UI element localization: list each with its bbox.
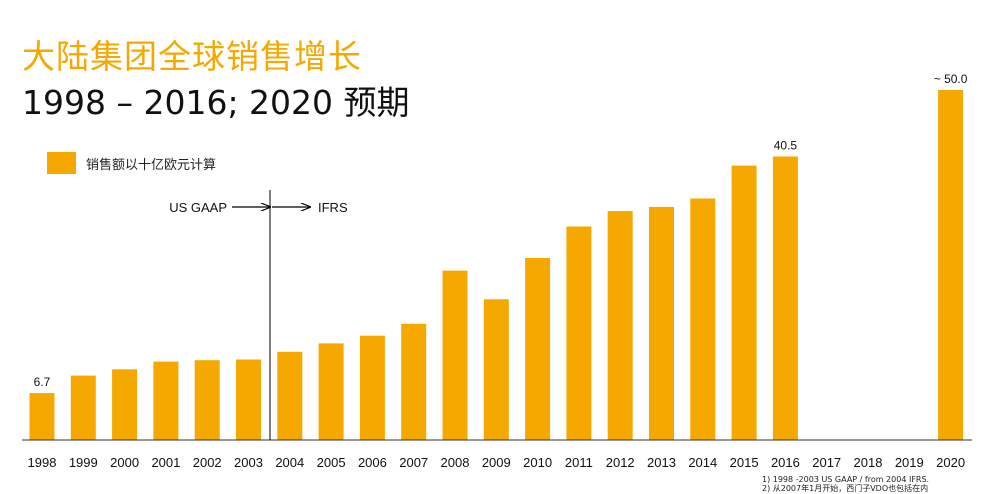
x-tick-2007: 2007 bbox=[399, 455, 428, 470]
x-tick-2011: 2011 bbox=[565, 455, 593, 470]
x-tick-labels: 1998 1999 2000 2001 2002 2003 2004 2005 2006 2007… bbox=[28, 455, 966, 470]
footnote-1: 1) 1998 -2003 US GAAP / from 2004 IFRS. bbox=[762, 475, 930, 484]
bar-2011 bbox=[566, 226, 592, 440]
bar-2001 bbox=[153, 361, 179, 440]
x-tick-2000: 2000 bbox=[110, 455, 139, 470]
x-tick-2004: 2004 bbox=[275, 455, 304, 470]
x-tick-2013: 2013 bbox=[647, 455, 676, 470]
x-tick-2008: 2008 bbox=[441, 455, 470, 470]
footnotes: 1) 1998 -2003 US GAAP / from 2004 IFRS. … bbox=[762, 475, 929, 493]
legend-label: 销售额以十亿欧元计算 bbox=[86, 157, 217, 173]
data-labels: 6.7 40.5 ~ 50.0 bbox=[34, 72, 968, 389]
chart-subtitle: 1998 – 2016; 2020 预期 bbox=[22, 83, 410, 122]
bar-2004 bbox=[277, 351, 303, 440]
x-tick-1999: 1999 bbox=[69, 455, 98, 470]
bar-2010 bbox=[525, 258, 551, 440]
bar-2000 bbox=[112, 369, 138, 440]
x-tick-2017: 2017 bbox=[812, 455, 841, 470]
x-tick-2010: 2010 bbox=[523, 455, 552, 470]
x-tick-2005: 2005 bbox=[317, 455, 346, 470]
x-tick-2006: 2006 bbox=[358, 455, 387, 470]
data-label-2020: ~ 50.0 bbox=[934, 72, 968, 86]
bar-2002 bbox=[194, 360, 220, 440]
bar-2020 bbox=[938, 90, 964, 440]
x-tick-2020: 2020 bbox=[936, 455, 965, 470]
bar-2015 bbox=[731, 165, 757, 440]
bar-1999 bbox=[70, 375, 96, 440]
data-label-1998: 6.7 bbox=[34, 375, 51, 389]
x-tick-2003: 2003 bbox=[234, 455, 263, 470]
us-gaap-label: US GAAP bbox=[169, 200, 227, 215]
legend-swatch bbox=[47, 152, 76, 174]
x-tick-2018: 2018 bbox=[854, 455, 883, 470]
bar-2013 bbox=[649, 206, 674, 440]
chart-title: 大陆集团全球销售增长 bbox=[22, 37, 362, 76]
x-tick-2001: 2001 bbox=[151, 455, 180, 470]
bars-layer bbox=[29, 90, 964, 440]
x-tick-1998: 1998 bbox=[28, 455, 57, 470]
bar-2016 bbox=[772, 156, 798, 440]
bar-2003 bbox=[236, 359, 261, 440]
bar-2006 bbox=[359, 335, 385, 440]
bar-2009 bbox=[483, 299, 509, 440]
x-tick-2019: 2019 bbox=[895, 455, 924, 470]
footnote-2: 2) 从2007年1月开始，西门子VDO也包括在内 bbox=[762, 484, 929, 493]
x-tick-2009: 2009 bbox=[482, 455, 511, 470]
bar-2012 bbox=[607, 211, 633, 440]
bar-2005 bbox=[318, 343, 344, 440]
bar-2008 bbox=[442, 270, 468, 440]
x-tick-2016: 2016 bbox=[771, 455, 800, 470]
bar-2007 bbox=[401, 323, 427, 440]
bar-2014 bbox=[690, 198, 716, 440]
ifrs-label: IFRS bbox=[318, 200, 348, 215]
x-tick-2012: 2012 bbox=[606, 455, 635, 470]
x-tick-2015: 2015 bbox=[730, 455, 759, 470]
x-tick-2014: 2014 bbox=[688, 455, 717, 470]
bar-1998 bbox=[29, 393, 55, 440]
legend: 销售额以十亿欧元计算 bbox=[47, 152, 216, 174]
data-label-2016: 40.5 bbox=[774, 139, 798, 153]
x-tick-2002: 2002 bbox=[193, 455, 222, 470]
